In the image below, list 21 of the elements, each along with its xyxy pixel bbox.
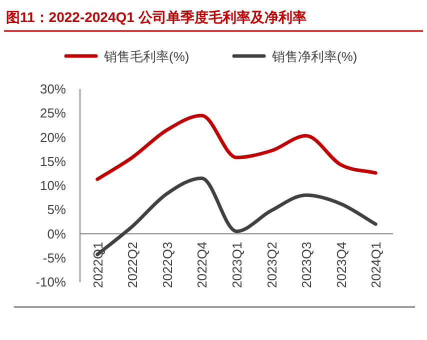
x-tick-label: 2023Q3 (299, 242, 314, 288)
y-tick-label: 25% (40, 106, 66, 121)
x-tick-label: 2022Q4 (194, 242, 210, 288)
chart-title: 图11：2022-2024Q1 公司单季度毛利率及净利率 (6, 9, 306, 25)
y-tick-label: 5% (47, 202, 66, 218)
x-tick-label: 2023Q2 (264, 242, 280, 288)
y-tick-label: 15% (40, 154, 66, 169)
x-tick-label: 2023Q4 (334, 242, 349, 288)
y-tick-label: 0% (47, 226, 66, 242)
x-tick-label: 2024Q1 (368, 242, 384, 288)
y-tick-label: 20% (40, 130, 66, 145)
y-tick-label: 10% (40, 178, 66, 193)
legend-label: 销售毛利率(%) (103, 49, 190, 64)
y-tick-label: -5% (42, 250, 66, 266)
y-tick-label: -10% (36, 274, 66, 290)
x-tick-label: 2022Q2 (125, 242, 140, 288)
x-tick-label: 2023Q1 (230, 242, 244, 288)
legend-label: 销售净利率(%) (271, 49, 358, 64)
y-tick-label: 30% (40, 82, 66, 96)
line-series (96, 114, 378, 181)
x-tick-label: 2022Q3 (160, 242, 175, 288)
